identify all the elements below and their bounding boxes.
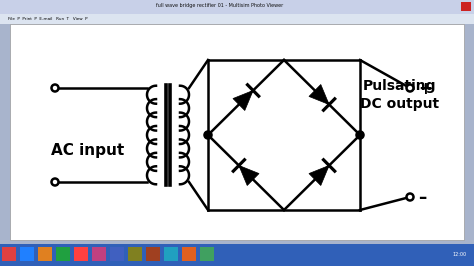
FancyBboxPatch shape (0, 14, 474, 24)
Circle shape (52, 85, 58, 92)
FancyBboxPatch shape (0, 0, 474, 14)
FancyBboxPatch shape (164, 247, 178, 261)
FancyBboxPatch shape (182, 247, 196, 261)
FancyBboxPatch shape (56, 247, 70, 261)
Text: full wave bridge rectifier 01 - Multisim Photo Viewer: full wave bridge rectifier 01 - Multisim… (156, 2, 283, 7)
Circle shape (356, 131, 364, 139)
Text: +: + (418, 80, 432, 98)
FancyBboxPatch shape (74, 247, 88, 261)
Polygon shape (309, 165, 329, 185)
Circle shape (204, 131, 211, 139)
Polygon shape (239, 165, 259, 185)
Text: 12:00: 12:00 (453, 252, 467, 257)
FancyBboxPatch shape (92, 247, 106, 261)
Text: File  P  Print  P  E-mail   Run  T   View  P: File P Print P E-mail Run T View P (8, 17, 88, 21)
FancyBboxPatch shape (20, 247, 34, 261)
Polygon shape (233, 90, 253, 110)
FancyBboxPatch shape (38, 247, 52, 261)
Text: AC input: AC input (51, 143, 125, 157)
FancyBboxPatch shape (0, 244, 474, 266)
Circle shape (407, 85, 413, 92)
FancyBboxPatch shape (200, 247, 214, 261)
Circle shape (52, 178, 58, 185)
Text: –: – (418, 189, 426, 207)
FancyBboxPatch shape (10, 24, 464, 240)
Polygon shape (309, 85, 329, 105)
FancyBboxPatch shape (2, 247, 16, 261)
FancyBboxPatch shape (110, 247, 124, 261)
FancyBboxPatch shape (461, 2, 471, 11)
FancyBboxPatch shape (146, 247, 160, 261)
FancyBboxPatch shape (128, 247, 142, 261)
Circle shape (407, 193, 413, 201)
Text: Pulsating
DC output: Pulsating DC output (360, 79, 439, 111)
